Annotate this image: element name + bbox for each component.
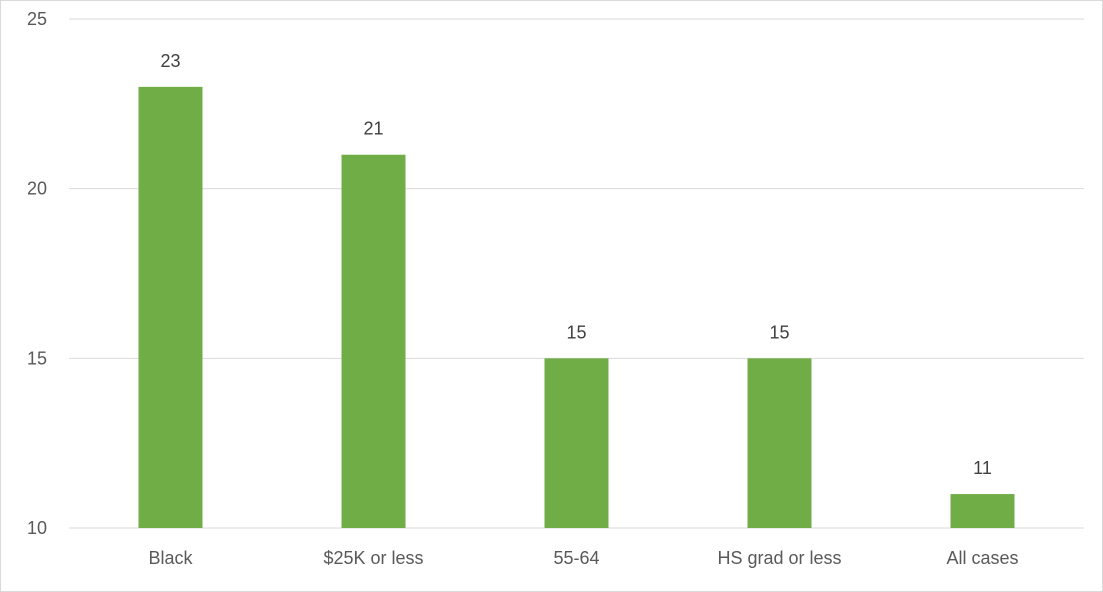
bar-0 (138, 86, 203, 528)
y-tick-label: 15 (27, 348, 47, 368)
x-category-label: HS grad or less (717, 548, 841, 568)
x-category-label: All cases (946, 548, 1018, 568)
data-labels: 23 21 15 15 11 (160, 51, 991, 478)
x-axis-category-labels: Black $25K or less 55-64 HS grad or less All… (148, 548, 1018, 568)
bar-3 (747, 358, 812, 528)
y-axis-tick-labels: 10 15 20 25 (27, 9, 47, 538)
x-category-label: $25K or less (323, 548, 423, 568)
data-label: 15 (566, 322, 586, 342)
bar-1 (341, 154, 406, 528)
x-category-label: Black (148, 548, 193, 568)
bar-2 (544, 358, 609, 528)
data-label: 11 (973, 458, 992, 478)
data-label: 21 (363, 119, 383, 139)
bars (138, 86, 1015, 528)
y-tick-label: 20 (27, 179, 47, 199)
data-label: 15 (769, 322, 789, 342)
bar-4 (950, 494, 1015, 528)
x-category-label: 55-64 (553, 548, 599, 568)
data-label: 23 (160, 51, 180, 71)
y-tick-label: 10 (27, 518, 47, 538)
y-tick-label: 25 (27, 9, 47, 29)
